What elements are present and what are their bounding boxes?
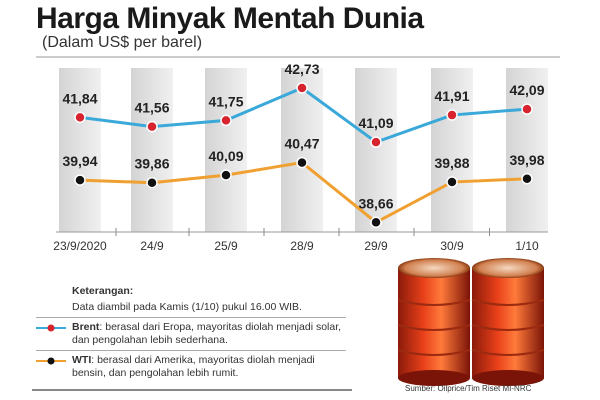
brent-data-label: 41,91 <box>434 88 469 104</box>
brent-data-label: 42,73 <box>284 61 319 77</box>
wti-point <box>521 173 533 185</box>
legend-brent: Brent: berasal dari Eropa, mayoritas dio… <box>36 321 346 347</box>
wti-point <box>370 216 382 229</box>
footer-divider <box>32 389 352 391</box>
brent-marker-icon <box>36 324 66 332</box>
x-tick-label: 29/9 <box>364 239 388 253</box>
chart-subtitle: (Dalam US$ per barel) <box>42 34 203 51</box>
wti-data-label: 38,66 <box>358 195 393 211</box>
source-note: Sumber: Oilprice/Tim Riset MI-NRC <box>405 384 532 393</box>
wti-data-label: 39,86 <box>134 156 169 172</box>
brent-data-label: 41,56 <box>134 100 169 116</box>
legend-note: Data diambil pada Kamis (1/10) pukul 16.… <box>72 301 302 313</box>
oil-barrels-illustration <box>397 258 545 386</box>
chart-title: Harga Minyak Mentah Dunia <box>36 2 424 35</box>
wti-marker-icon <box>36 357 66 365</box>
brent-point <box>74 111 86 124</box>
brent-data-label: 41,75 <box>208 93 243 109</box>
wti-point <box>446 176 458 188</box>
column-band <box>205 68 247 232</box>
column-band <box>59 68 101 232</box>
legend-heading: Keterangan: <box>72 285 134 297</box>
brent-point <box>296 82 308 94</box>
x-tick-label: 23/9/2020 <box>53 239 107 253</box>
column-band <box>131 68 173 232</box>
x-tick-label: 28/9 <box>290 239 314 253</box>
legend: Keterangan: Data diambil pada Kamis (1/1… <box>36 285 346 380</box>
wti-point <box>220 169 232 181</box>
wti-data-label: 40,09 <box>208 148 243 164</box>
wti-data-label: 40,47 <box>284 136 319 152</box>
brent-point <box>370 136 382 148</box>
wti-data-label: 39,94 <box>62 153 97 169</box>
x-tick-label: 30/9 <box>440 239 464 253</box>
wti-point <box>74 174 86 186</box>
brent-data-label: 41,84 <box>62 90 97 106</box>
x-tick-label: 24/9 <box>140 239 164 253</box>
column-band <box>506 68 548 232</box>
brent-point <box>446 109 458 121</box>
brent-point <box>521 103 533 115</box>
column-band <box>355 68 397 232</box>
brent-point <box>146 120 158 133</box>
wti-point <box>296 156 308 169</box>
brent-data-label: 42,09 <box>509 82 544 98</box>
x-tick-label: 25/9 <box>214 239 238 253</box>
brent-point <box>220 114 232 127</box>
wti-point <box>146 176 158 189</box>
column-band <box>431 68 473 232</box>
wti-data-label: 39,98 <box>509 152 544 168</box>
legend-wti: WTI: berasal dari Amerika, mayoritas dio… <box>36 354 346 380</box>
brent-data-label: 41,09 <box>358 115 393 131</box>
wti-data-label: 39,88 <box>434 155 469 171</box>
x-tick-label: 1/10 <box>515 239 539 253</box>
